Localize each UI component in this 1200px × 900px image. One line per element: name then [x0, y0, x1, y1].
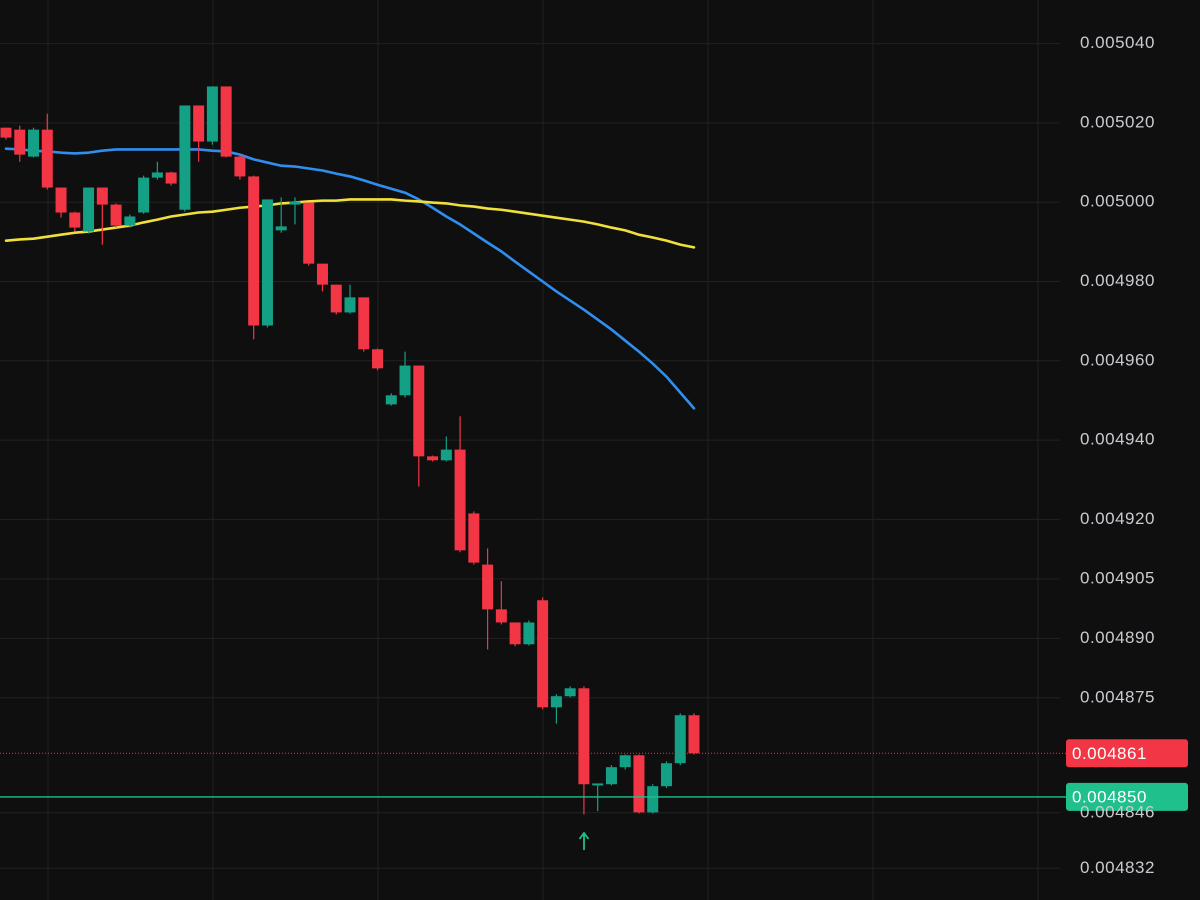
candle-body — [179, 105, 191, 210]
y-tick-label: 0.004832 — [1080, 858, 1155, 877]
candle-body — [261, 199, 273, 326]
candle-body — [41, 129, 53, 188]
moving-averages — [4, 147, 696, 410]
price-tag-label: 0.004850 — [1072, 787, 1147, 806]
candle-body — [550, 696, 562, 708]
candle-body — [495, 609, 507, 623]
candle-body — [358, 297, 370, 350]
y-tick-label: 0.004940 — [1080, 430, 1155, 449]
candle-body — [151, 172, 163, 178]
candle-body — [316, 263, 328, 285]
price-tag — [1066, 782, 1188, 811]
candle-body — [509, 622, 521, 645]
candle-body — [69, 212, 81, 228]
candle-body — [592, 783, 604, 786]
candle-body — [0, 127, 12, 138]
candle-body — [660, 763, 672, 787]
y-tick-label: 0.005000 — [1080, 192, 1155, 211]
candle-body — [110, 204, 122, 226]
y-tick-label: 0.005040 — [1080, 33, 1155, 52]
candle-body — [248, 176, 260, 326]
y-tick-label: 0.004920 — [1080, 509, 1155, 528]
y-tick-label: 0.004960 — [1080, 350, 1155, 369]
price-tag — [1066, 739, 1188, 768]
candle-body — [303, 202, 315, 264]
candle-body — [138, 177, 150, 213]
price-tag-label: 0.004861 — [1072, 744, 1147, 763]
candle-body — [83, 187, 95, 232]
candle-body — [633, 755, 645, 813]
candle-body — [468, 513, 480, 563]
candle-body — [289, 201, 301, 205]
price-axis: 0.005040 0.005020 0.005000 0.004980 0.004960… — [1080, 33, 1155, 877]
candle-body — [124, 216, 136, 226]
candle-body — [564, 688, 576, 697]
candle-body — [344, 297, 356, 313]
candle-body — [28, 129, 40, 157]
candle-body — [688, 715, 700, 754]
candle-body — [454, 449, 466, 551]
candles — [0, 86, 700, 815]
candle-body — [193, 105, 205, 142]
moving-average-line — [4, 147, 696, 410]
candle-body — [206, 86, 218, 142]
candle-body — [275, 226, 287, 231]
candle-body — [165, 172, 177, 184]
candle-body — [482, 564, 494, 610]
candle-body — [14, 129, 26, 155]
price-grid — [0, 43, 1060, 869]
candle-body — [647, 786, 659, 813]
price-lines: 0.004861 0.004850 — [0, 739, 1188, 811]
candle-body — [674, 715, 686, 764]
candle-body — [440, 449, 452, 461]
candle-body — [220, 86, 232, 157]
y-tick-label: 0.004905 — [1080, 568, 1155, 587]
candle-body — [385, 395, 397, 405]
candle-body — [619, 755, 631, 768]
candle-body — [427, 456, 439, 461]
candle-body — [578, 688, 590, 785]
y-tick-label: 0.004980 — [1080, 271, 1155, 290]
moving-average-line — [4, 198, 696, 249]
candle-body — [523, 622, 535, 645]
y-tick-label: 0.004875 — [1080, 687, 1155, 706]
candle-body — [55, 187, 67, 213]
y-tick-label: 0.004890 — [1080, 628, 1155, 647]
candle-body — [372, 349, 384, 369]
candle-body — [537, 600, 549, 708]
candle-body — [399, 365, 411, 396]
y-tick-label: 0.005020 — [1080, 112, 1155, 131]
candle-body — [330, 284, 342, 313]
candle-body — [234, 156, 246, 177]
y-tick-label: 0.004846 — [1080, 802, 1155, 821]
signal-arrow — [578, 831, 590, 850]
candle-body — [413, 365, 425, 457]
candle-body — [96, 187, 108, 205]
candle-body — [605, 767, 617, 785]
